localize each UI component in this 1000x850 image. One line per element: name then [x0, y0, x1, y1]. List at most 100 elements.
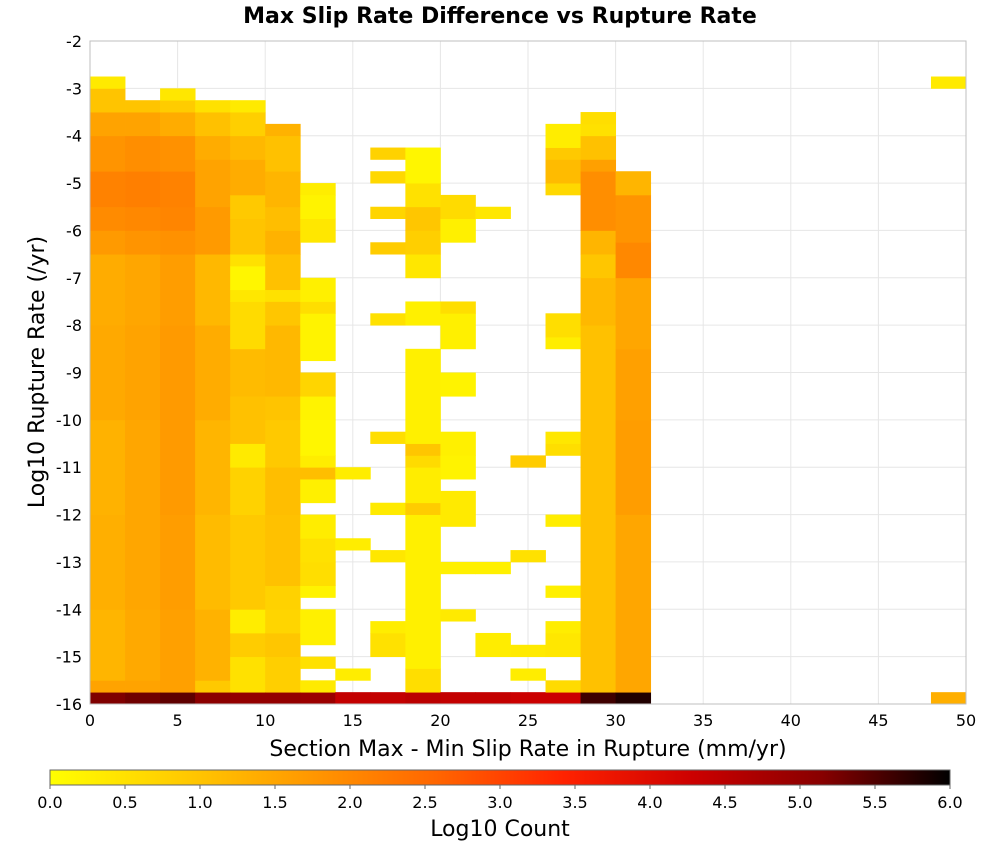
heatmap-cell: [160, 514, 196, 610]
heatmap-cell: [90, 254, 126, 326]
y-tick-label: -15: [56, 648, 82, 667]
heatmap-cell: [300, 218, 336, 243]
heatmap-cell: [475, 632, 511, 658]
heatmap-cell: [370, 502, 406, 515]
heatmap-cell: [440, 455, 476, 480]
heatmap-cell: [125, 325, 161, 421]
heatmap-cell: [580, 277, 616, 326]
heatmap-cell: [90, 171, 126, 208]
heatmap-cell: [195, 325, 231, 421]
heatmap-cell: [90, 692, 126, 705]
heatmap-cell: [300, 277, 336, 302]
heatmap-cell: [265, 692, 301, 705]
heatmap-cell: [195, 159, 231, 208]
heatmap-cell: [370, 242, 406, 255]
heatmap-cell: [125, 680, 161, 693]
heatmap-cell: [300, 680, 336, 693]
x-tick-label: 20: [430, 711, 450, 730]
heatmap-cell: [160, 254, 196, 326]
heatmap-cell: [370, 147, 406, 160]
x-tick-label: 40: [781, 711, 801, 730]
heatmap-cell: [125, 514, 161, 610]
heatmap-cell: [195, 419, 231, 515]
heatmap-cell: [265, 609, 301, 634]
heatmap-cell: [90, 514, 126, 610]
heatmap-cell: [90, 230, 126, 255]
heatmap-cell: [405, 348, 441, 444]
heatmap-cell: [230, 159, 266, 196]
y-axis-label: Log10 Rupture Rate (/yr): [25, 236, 50, 508]
x-tick-label: 10: [255, 711, 275, 730]
heatmap-cell: [230, 194, 266, 219]
colorbar-tick-label: 4.5: [712, 793, 737, 812]
heatmap-cell: [405, 301, 441, 326]
heatmap-cell: [265, 301, 301, 326]
heatmap-cell: [195, 680, 231, 693]
heatmap-cell: [265, 289, 301, 302]
heatmap-cell: [545, 183, 581, 196]
heatmap-cell: [300, 313, 336, 362]
heatmap-cell: [300, 419, 336, 456]
heatmap-cell: [300, 656, 336, 669]
heatmap-cell: [405, 668, 441, 693]
heatmap-cell: [440, 692, 476, 705]
heatmap-cell: [580, 230, 616, 255]
colorbar-tick-label: 0.0: [37, 793, 62, 812]
colorbar-tick-label: 5.0: [787, 793, 812, 812]
heatmap-cell: [125, 206, 161, 231]
heatmap-cell: [335, 538, 371, 551]
heatmap-cell: [370, 621, 406, 634]
heatmap-cell: [615, 514, 652, 693]
heatmap-cell: [125, 100, 161, 113]
heatmap-cell: [195, 112, 231, 137]
heatmap-cell: [125, 112, 161, 137]
colorbar-tick-label: 1.0: [187, 793, 212, 812]
heatmap-cell: [265, 325, 301, 397]
heatmap-cell: [160, 135, 196, 172]
heatmap-cell: [160, 230, 196, 255]
heatmap-cell: [230, 218, 266, 255]
heatmap-cell: [265, 419, 301, 468]
heatmap-cell: [265, 467, 301, 515]
y-tick-label: -9: [66, 364, 82, 383]
heatmap-cell: [195, 206, 231, 255]
heatmap-cell: [580, 112, 616, 125]
heatmap-cell: [545, 692, 581, 705]
heatmap-cell: [90, 206, 126, 231]
heatmap-cell: [125, 419, 161, 515]
heatmap-cell: [510, 644, 546, 658]
x-axis-label: Section Max - Min Slip Rate in Rupture (…: [269, 737, 786, 762]
heatmap-cell: [440, 561, 476, 575]
heatmap-cell: [370, 632, 406, 658]
heatmap-cell: [300, 561, 336, 587]
heatmap-cell: [405, 230, 441, 255]
heatmap-cell: [440, 313, 476, 350]
y-tick-label: -3: [66, 79, 82, 98]
heatmap-cell: [545, 443, 581, 456]
heatmap-cell: [230, 467, 266, 515]
heatmap-cell: [230, 301, 266, 350]
heatmap-cell: [335, 692, 371, 705]
y-tick-label: -8: [66, 316, 82, 335]
heatmap-cell: [230, 656, 266, 693]
heatmap-cell: [195, 100, 231, 113]
heatmap-cell: [160, 206, 196, 231]
heatmap-cell: [300, 301, 336, 314]
heatmap-cell: [90, 76, 126, 89]
heatmap-cell: [300, 538, 336, 563]
heatmap-cell: [265, 396, 301, 421]
heatmap-cell: [230, 692, 266, 705]
heatmap-cell: [265, 206, 301, 231]
heatmap-cell: [335, 668, 371, 681]
heatmap-cell: [545, 431, 581, 444]
heatmap-cell: [195, 254, 231, 326]
heatmap-cell: [90, 325, 126, 421]
heatmap-cell: [615, 277, 652, 350]
heatmap-cell: [300, 514, 336, 539]
heatmap-cell: [370, 692, 406, 705]
colorbar-tick-label: 5.5: [862, 793, 887, 812]
heatmap-cell: [545, 159, 581, 184]
heatmap-cell: [125, 171, 161, 208]
heatmap-cell: [545, 313, 581, 338]
heatmap-cell: [160, 88, 196, 101]
